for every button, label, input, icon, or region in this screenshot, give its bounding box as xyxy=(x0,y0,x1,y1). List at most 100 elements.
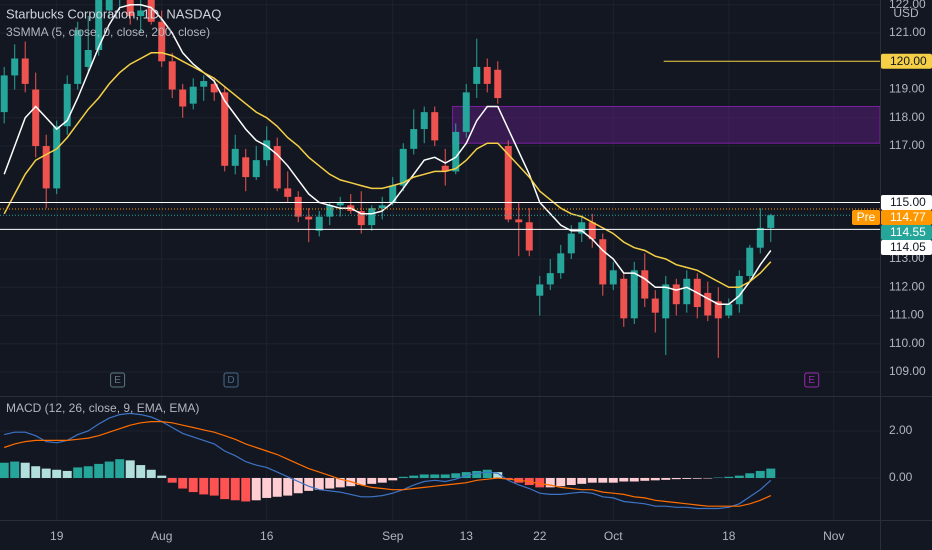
histogram-bar xyxy=(608,477,618,483)
y-tick-label: 117.00 xyxy=(889,138,925,152)
candle-body xyxy=(546,273,554,285)
candle-body xyxy=(494,69,502,99)
histogram-bar xyxy=(220,477,230,500)
candle-body xyxy=(221,92,229,166)
histogram-bar xyxy=(62,470,72,478)
histogram-bar xyxy=(493,472,503,478)
candle-body xyxy=(662,284,670,319)
histogram-bar xyxy=(73,467,83,478)
macd-line xyxy=(4,412,772,510)
histogram-bar xyxy=(556,477,566,487)
histogram-bar xyxy=(724,476,734,478)
histogram-bar xyxy=(671,477,681,480)
candle-body xyxy=(525,222,533,251)
x-tick-label: 16 xyxy=(260,529,274,543)
x-tick-label: 22 xyxy=(533,529,547,543)
moving-average xyxy=(3,4,772,305)
macd-pane xyxy=(0,397,880,520)
histogram-bar xyxy=(440,474,450,478)
candle-body xyxy=(389,185,397,203)
histogram-bar xyxy=(157,475,167,478)
x-tick-label: Sep xyxy=(382,529,404,543)
histogram-bar xyxy=(598,477,608,483)
event-marker xyxy=(110,372,126,388)
histogram-bar xyxy=(482,469,492,478)
histogram-bar xyxy=(755,470,765,478)
y-tick-label: 122.00 xyxy=(889,0,926,11)
y-tick-label: 109.00 xyxy=(889,364,926,378)
histogram-bar xyxy=(577,477,587,484)
candle-body xyxy=(11,58,19,76)
candle-body xyxy=(147,0,155,22)
candle-body xyxy=(431,112,439,141)
candle-body xyxy=(74,30,82,84)
y-tick-label: 111.00 xyxy=(889,308,924,322)
candle-body xyxy=(399,148,407,186)
candle-body xyxy=(53,126,61,189)
histogram-bar xyxy=(430,474,440,478)
y-tick-label: 118.00 xyxy=(889,110,925,124)
moving-average xyxy=(3,52,772,289)
candle-body xyxy=(714,301,722,319)
histogram-bar xyxy=(388,477,398,481)
candle-body xyxy=(672,284,680,305)
candle-body xyxy=(578,222,586,234)
histogram-bar xyxy=(136,465,146,478)
histogram-bar xyxy=(209,477,219,496)
histogram-bar xyxy=(766,468,776,478)
histogram-bar xyxy=(125,460,135,478)
histogram-bar xyxy=(419,474,429,478)
price-label: 114.77 xyxy=(890,210,926,224)
histogram-bar xyxy=(199,477,209,495)
histogram-bar xyxy=(650,477,660,481)
candle-body xyxy=(326,205,334,217)
candle-body xyxy=(767,215,775,228)
candle-body xyxy=(599,239,607,285)
histogram-bar xyxy=(682,477,692,479)
histogram-bar xyxy=(31,466,41,478)
price-label-box xyxy=(881,195,932,211)
session-tag-box xyxy=(852,210,880,226)
candle-body xyxy=(620,278,628,319)
candle-body xyxy=(536,284,544,296)
candle-body xyxy=(95,0,103,50)
candle-body xyxy=(252,160,260,178)
event-label: E xyxy=(114,375,121,386)
candle-body xyxy=(756,227,764,248)
histogram-bar xyxy=(0,462,9,478)
price-label: 114.05 xyxy=(890,240,926,254)
candle-body xyxy=(746,247,754,276)
price-label-box xyxy=(881,240,932,256)
event-marker xyxy=(223,372,239,388)
event-marker xyxy=(804,372,820,388)
histogram-bar xyxy=(367,477,377,484)
candle-body xyxy=(557,253,565,274)
candle-body xyxy=(137,10,145,17)
y-tick-label: 119.00 xyxy=(889,82,925,96)
histogram-bar xyxy=(262,477,272,498)
candle-body xyxy=(630,270,638,319)
histogram-bar xyxy=(734,475,744,478)
candle-body xyxy=(473,66,481,84)
histogram-bar xyxy=(146,469,156,478)
histogram-bar xyxy=(335,477,345,488)
candle-body xyxy=(336,202,344,206)
candle-body xyxy=(126,0,134,17)
price-label-box xyxy=(881,225,932,241)
histogram-bar xyxy=(314,477,324,490)
x-tick-label: 19 xyxy=(50,529,64,543)
histogram-bar xyxy=(52,469,62,478)
candle-body xyxy=(21,58,29,84)
x-tick-label: Aug xyxy=(151,529,172,543)
histogram-bar xyxy=(629,477,639,482)
histogram-bar xyxy=(325,477,335,489)
event-label: D xyxy=(227,375,234,386)
histogram-bar xyxy=(692,477,702,479)
histogram-bar xyxy=(83,466,93,478)
candle-body xyxy=(189,86,197,104)
histogram-bar xyxy=(398,476,408,478)
x-tick-label: 18 xyxy=(722,529,736,543)
candle-body xyxy=(462,92,470,132)
